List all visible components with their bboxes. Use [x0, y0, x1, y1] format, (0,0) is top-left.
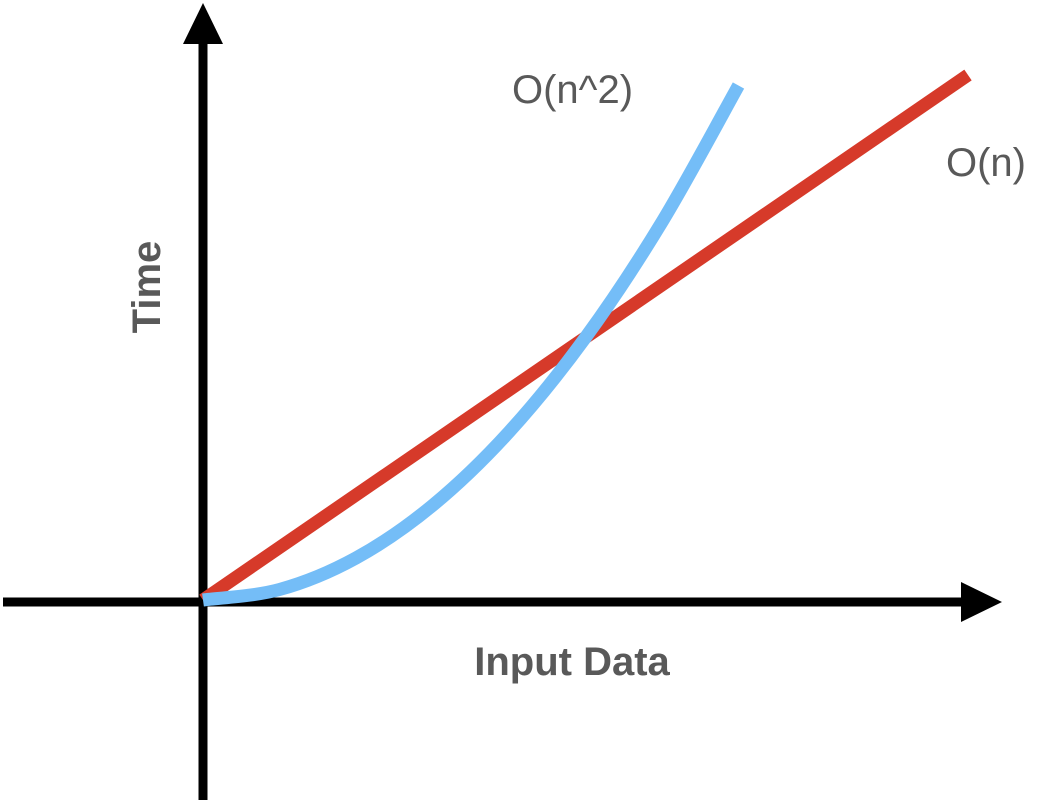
series-line-quadratic [202, 82, 745, 607]
x-axis-arrow-icon [961, 582, 1002, 622]
y-axis-arrow-icon [183, 3, 223, 44]
x-axis [3, 582, 1002, 622]
x-axis-title: Input Data [474, 640, 670, 684]
series-label-quadratic: O(n^2) [512, 68, 633, 112]
y-axis [183, 3, 223, 800]
y-axis-title: Time [125, 241, 169, 334]
series-layer [199, 69, 972, 607]
series-label-linear: O(n) [946, 141, 1026, 185]
